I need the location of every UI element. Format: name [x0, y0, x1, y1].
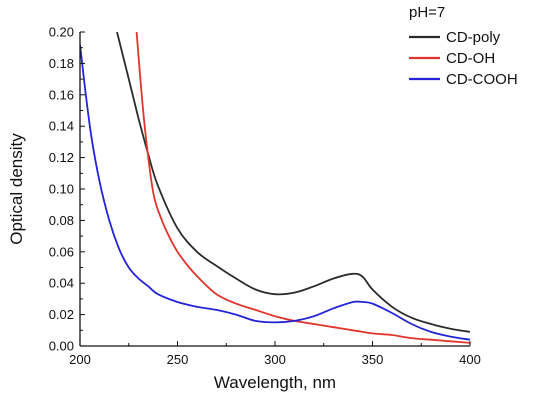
y-tick-label: 0.14: [49, 119, 74, 134]
x-tick-label: 350: [362, 352, 384, 367]
legend-label-cd-poly: CD-poly: [446, 29, 501, 46]
series-line-cd-poly: [116, 32, 470, 333]
legend-label-cd-cooh: CD-COOH: [446, 71, 518, 88]
y-tick-label: 0.18: [49, 56, 74, 71]
y-tick-label: 0.00: [49, 339, 74, 354]
y-axis-label: Optical density: [7, 133, 26, 245]
series-line-cd-oh: [135, 32, 470, 344]
y-tick-label: 0.06: [49, 244, 74, 259]
y-tick-label: 0.20: [49, 25, 74, 40]
y-tick-label: 0.12: [49, 150, 74, 165]
x-tick-label: 400: [459, 352, 481, 367]
legend: pH=7 CD-poly CD-OH CD-COOH: [409, 4, 518, 88]
y-tick-label: 0.16: [49, 87, 74, 102]
y-tick-label: 0.04: [49, 276, 74, 291]
legend-title: pH=7: [409, 4, 445, 21]
ticks: 0.00 0.02 0.04 0.06 0.08 0.10 0.12 0.14 0.16 0.18…: [49, 25, 481, 368]
y-tick-label: 0.02: [49, 307, 74, 322]
x-axis-label: Wavelength, nm: [214, 373, 336, 392]
legend-label-cd-oh: CD-OH: [446, 50, 495, 67]
y-tick-label: 0.10: [49, 182, 74, 197]
x-tick-label: 300: [264, 352, 286, 367]
series-line-cd-cooh: [80, 44, 470, 341]
y-tick-label: 0.08: [49, 213, 74, 228]
x-tick-label: 200: [69, 352, 91, 367]
plot-curves: [80, 32, 470, 344]
x-tick-label: 250: [167, 352, 189, 367]
